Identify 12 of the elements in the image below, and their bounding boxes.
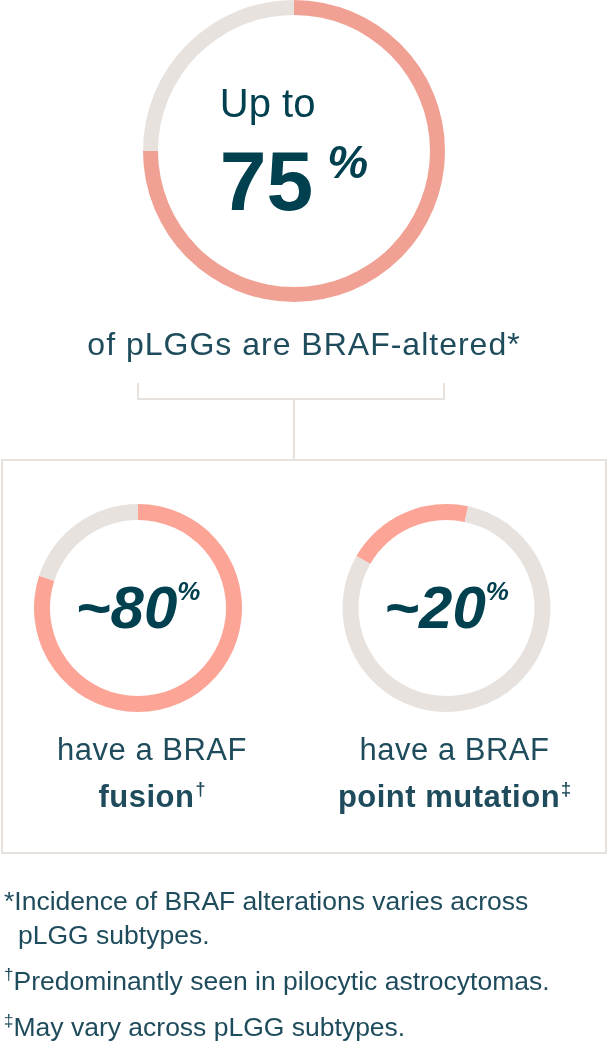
text: have a BRAF: [359, 732, 550, 767]
text: of pLGGs are BRAF-altered*: [87, 326, 521, 362]
text: ~20$^{%}$: [384, 574, 509, 641]
text: point mutation$^{‡}$: [337, 779, 572, 814]
text: fusion$^{†}$: [98, 779, 206, 814]
text: ~80$^{%}$: [75, 574, 201, 641]
text: $^{†}$Predominantly seen in pilocytic astrocytomas.: [3, 964, 551, 998]
text: $^{‡}$May vary across pLGG subtypes.: [3, 1010, 407, 1044]
text: Up to: [219, 81, 317, 125]
text: have a BRAF: [57, 732, 247, 767]
text: *Incidence of BRAF alterations varies across pLGG subtypes.: [3, 885, 530, 952]
text: 75$^{%}$: [219, 134, 369, 228]
